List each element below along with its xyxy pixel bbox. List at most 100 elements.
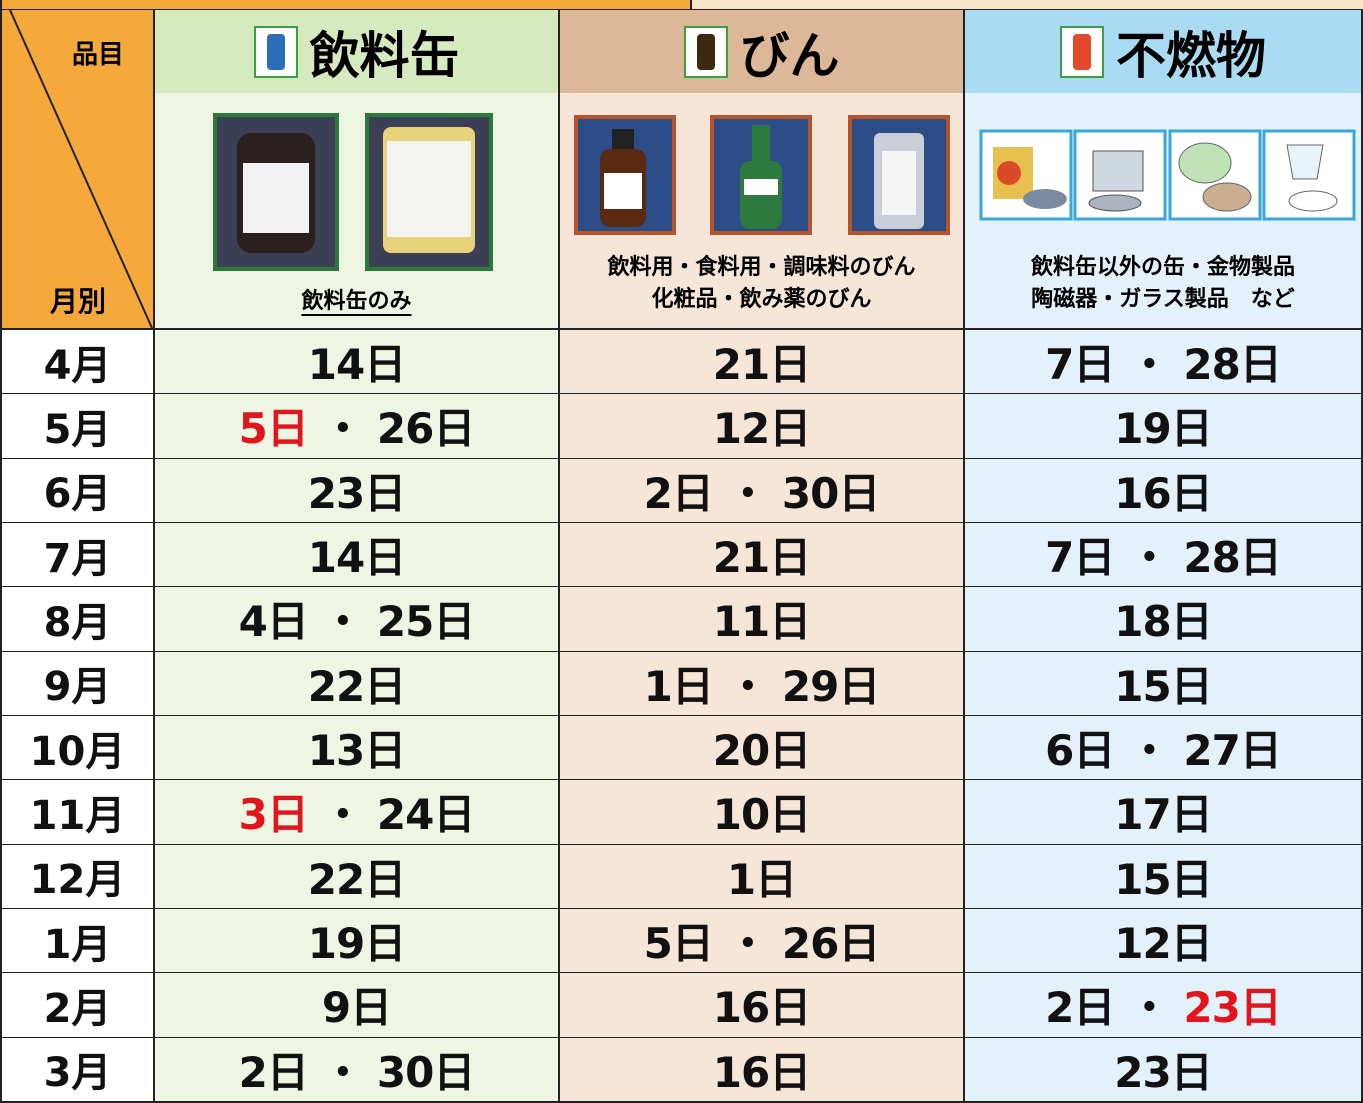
column-title: 不燃物 — [965, 10, 1363, 94]
date-cell: 7日・ 28日 — [965, 330, 1363, 396]
date: 22日 — [307, 854, 406, 904]
separator: ・ — [726, 919, 769, 969]
caption: 飲料缶のみ — [301, 289, 412, 314]
separator: ・ — [321, 790, 364, 840]
date-cell: 19日 — [155, 909, 560, 975]
date-cell: 6日・ 27日 — [965, 716, 1363, 782]
date-cell: 12日 — [965, 909, 1363, 975]
date: 30日 — [781, 468, 880, 518]
date-cell: 18日 — [965, 587, 1363, 653]
date: 11日 — [712, 597, 811, 647]
date: 15日 — [1114, 854, 1212, 904]
date: 6日 — [1045, 726, 1115, 776]
date-cell: 4日・ 25日 — [155, 587, 560, 653]
date: 23日 — [1183, 983, 1281, 1033]
date: 20日 — [712, 726, 811, 776]
date-cell: 1日 — [560, 844, 965, 910]
month: 4月 — [0, 330, 155, 396]
separator: ・ — [726, 468, 769, 518]
caption: 飲料缶以外の缶・金物製品 — [1030, 255, 1295, 280]
date: 9日 — [321, 983, 392, 1033]
date-cell: 14日 — [155, 523, 560, 589]
separator: ・ — [1128, 983, 1170, 1033]
captions: 飲料缶以外の缶・金物製品 陶磁器・ガラス製品 など — [965, 252, 1361, 316]
month: 12月 — [0, 844, 155, 910]
date-cell: 2日・ 30日 — [560, 458, 965, 524]
can-images — [213, 113, 493, 271]
date-cell: 16日 — [560, 973, 965, 1039]
column-title-text: 不燃物 — [1116, 27, 1266, 85]
date: 29日 — [781, 661, 880, 711]
date: 18日 — [1114, 597, 1212, 647]
date-cell: 5日・ 26日 — [155, 394, 560, 460]
date: 24日 — [376, 790, 475, 840]
date-cell: 20日 — [560, 716, 965, 782]
month: 6月 — [0, 458, 155, 524]
date: 14日 — [307, 340, 406, 390]
date-cell: 9日 — [155, 973, 560, 1039]
date: 2日 — [238, 1047, 309, 1097]
date-cell: 16日 — [965, 458, 1363, 524]
bottle-images — [574, 115, 950, 235]
date-cell: 15日 — [965, 651, 1363, 717]
date: 12日 — [712, 404, 811, 454]
nonburnable-images — [979, 129, 1356, 221]
caption: 化粧品・飲み薬のびん — [651, 287, 872, 312]
date-cell: 21日 — [560, 523, 965, 589]
date: 5日 — [238, 404, 309, 454]
date: 23日 — [1114, 1047, 1212, 1097]
separator: ・ — [321, 1047, 364, 1097]
month: 11月 — [0, 780, 155, 846]
date-cell: 5日・ 26日 — [560, 909, 965, 975]
date: 25日 — [376, 597, 475, 647]
date: 2日 — [643, 468, 714, 518]
date: 21日 — [712, 340, 811, 390]
date: 23日 — [307, 468, 406, 518]
date: 7日 — [1045, 340, 1115, 390]
date: 22日 — [307, 661, 406, 711]
caption: 飲料用・食料用・調味料のびん — [607, 255, 916, 280]
date: 19日 — [307, 919, 406, 969]
diagonal — [9, 10, 153, 328]
date: 26日 — [376, 404, 475, 454]
month: 7月 — [0, 523, 155, 589]
month: 3月 — [0, 1037, 155, 1103]
date: 1日 — [726, 854, 797, 904]
date-cell: 19日 — [965, 394, 1363, 460]
date: 10日 — [712, 790, 811, 840]
caption: 陶磁器・ガラス製品 など — [1031, 287, 1295, 312]
date-cell: 2日・ 23日 — [965, 973, 1363, 1039]
separator: ・ — [321, 597, 364, 647]
column-icon — [253, 26, 298, 78]
date: 5日 — [643, 919, 714, 969]
date: 16日 — [712, 983, 811, 1033]
date: 1日 — [643, 661, 714, 711]
column-title: びん — [560, 10, 965, 94]
separator: ・ — [1128, 533, 1170, 583]
date: 26日 — [781, 919, 880, 969]
month: 10月 — [0, 716, 155, 782]
month: 1月 — [0, 909, 155, 975]
date: 27日 — [1183, 726, 1281, 776]
corner-bottom: 月別 — [50, 285, 107, 318]
month: 9月 — [0, 651, 155, 717]
date: 7日 — [1045, 533, 1115, 583]
date: 3日 — [238, 790, 309, 840]
separator: ・ — [1128, 340, 1170, 390]
date-cell: 22日 — [155, 651, 560, 717]
date-cell: 15日 — [965, 844, 1363, 910]
date: 14日 — [307, 533, 406, 583]
date-cell: 1日・ 29日 — [560, 651, 965, 717]
date: 30日 — [376, 1047, 475, 1097]
date: 16日 — [1114, 468, 1212, 518]
corner-top: 品目 — [72, 40, 125, 70]
date: 2日 — [1045, 983, 1115, 1033]
date-cell: 7日・ 28日 — [965, 523, 1363, 589]
date-cell: 17日 — [965, 780, 1363, 846]
captions: 飲料缶のみ — [155, 286, 558, 318]
corner: 品目 月別 — [0, 10, 155, 330]
column-title-text: びん — [739, 27, 840, 85]
column-title-text: 飲料缶 — [309, 27, 460, 85]
column-icon — [1060, 26, 1104, 78]
